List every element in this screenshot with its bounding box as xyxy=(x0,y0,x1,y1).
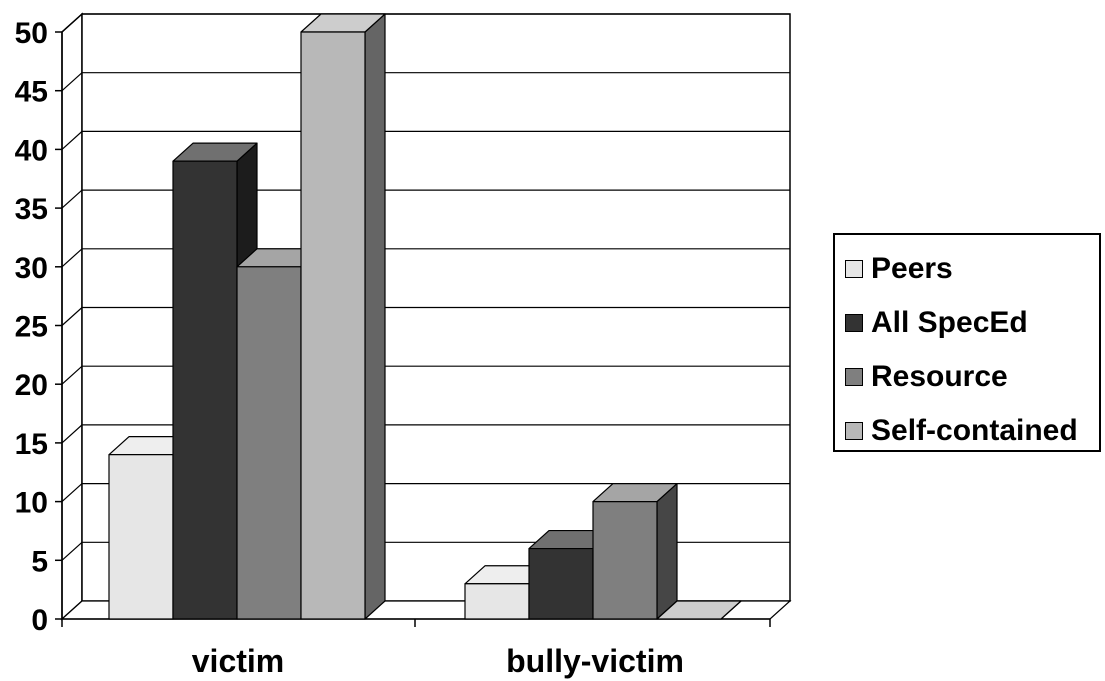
y-tick-label: 50 xyxy=(15,17,48,50)
y-tick-label: 20 xyxy=(15,369,48,402)
bar-front xyxy=(300,31,366,620)
legend-label-all-speced: All SpecEd xyxy=(871,306,1028,339)
legend-swatch-resource xyxy=(845,368,863,386)
gridline xyxy=(61,483,790,503)
gridline xyxy=(61,130,790,150)
legend-item-all-speced: All SpecEd xyxy=(845,303,1028,343)
bar-front xyxy=(592,501,658,620)
gridlines xyxy=(61,13,790,561)
x-label-victim: victim xyxy=(192,643,284,679)
y-tick-label: 15 xyxy=(15,428,48,461)
legend-item-peers: Peers xyxy=(845,249,953,289)
bar-front xyxy=(236,266,302,620)
gridline xyxy=(61,189,790,209)
bar-front xyxy=(528,547,594,620)
y-tick-label: 45 xyxy=(15,76,48,109)
legend-label-resource: Resource xyxy=(871,360,1008,393)
gridline xyxy=(61,72,790,92)
legend: Peers All SpecEd Resource Self-contained xyxy=(833,233,1101,452)
legend-swatch-all-speced xyxy=(845,314,863,332)
x-axis-labels: victim bully-victim xyxy=(192,643,684,679)
legend-item-self-contained: Self-contained xyxy=(845,411,1078,451)
x-label-bully-victim: bully-victim xyxy=(506,643,684,679)
legend-swatch-peers xyxy=(845,260,863,278)
legend-swatch-self-contained xyxy=(845,422,863,440)
bar-self-contained-victim xyxy=(300,13,386,620)
legend-label-self-contained: Self-contained xyxy=(871,414,1078,447)
bar-resource-bully-victim xyxy=(592,483,678,620)
gridline xyxy=(61,365,790,385)
y-tick-label: 35 xyxy=(15,193,48,226)
bar-self-contained-bully-victim xyxy=(656,600,742,620)
y-tick-label: 10 xyxy=(15,487,48,520)
y-axis-ticks: 0 5 10 15 20 25 30 35 40 45 50 xyxy=(15,17,62,637)
gridline xyxy=(61,424,790,444)
y-tick-label: 5 xyxy=(31,545,48,578)
bar-side xyxy=(656,483,678,620)
bar-side xyxy=(364,13,386,620)
y-tick-label: 25 xyxy=(15,311,48,344)
bars xyxy=(108,13,742,620)
bar-front xyxy=(108,454,174,620)
gridline xyxy=(61,248,790,268)
gridline xyxy=(61,306,790,326)
bar-top xyxy=(656,600,742,620)
bar-front xyxy=(464,583,530,620)
gridline xyxy=(61,13,790,33)
y-tick-label: 40 xyxy=(15,134,48,167)
y-tick-label: 30 xyxy=(15,252,48,285)
legend-item-resource: Resource xyxy=(845,357,1008,397)
bar-front xyxy=(172,160,238,620)
y-tick-label: 0 xyxy=(31,604,48,637)
legend-label-peers: Peers xyxy=(871,252,953,285)
